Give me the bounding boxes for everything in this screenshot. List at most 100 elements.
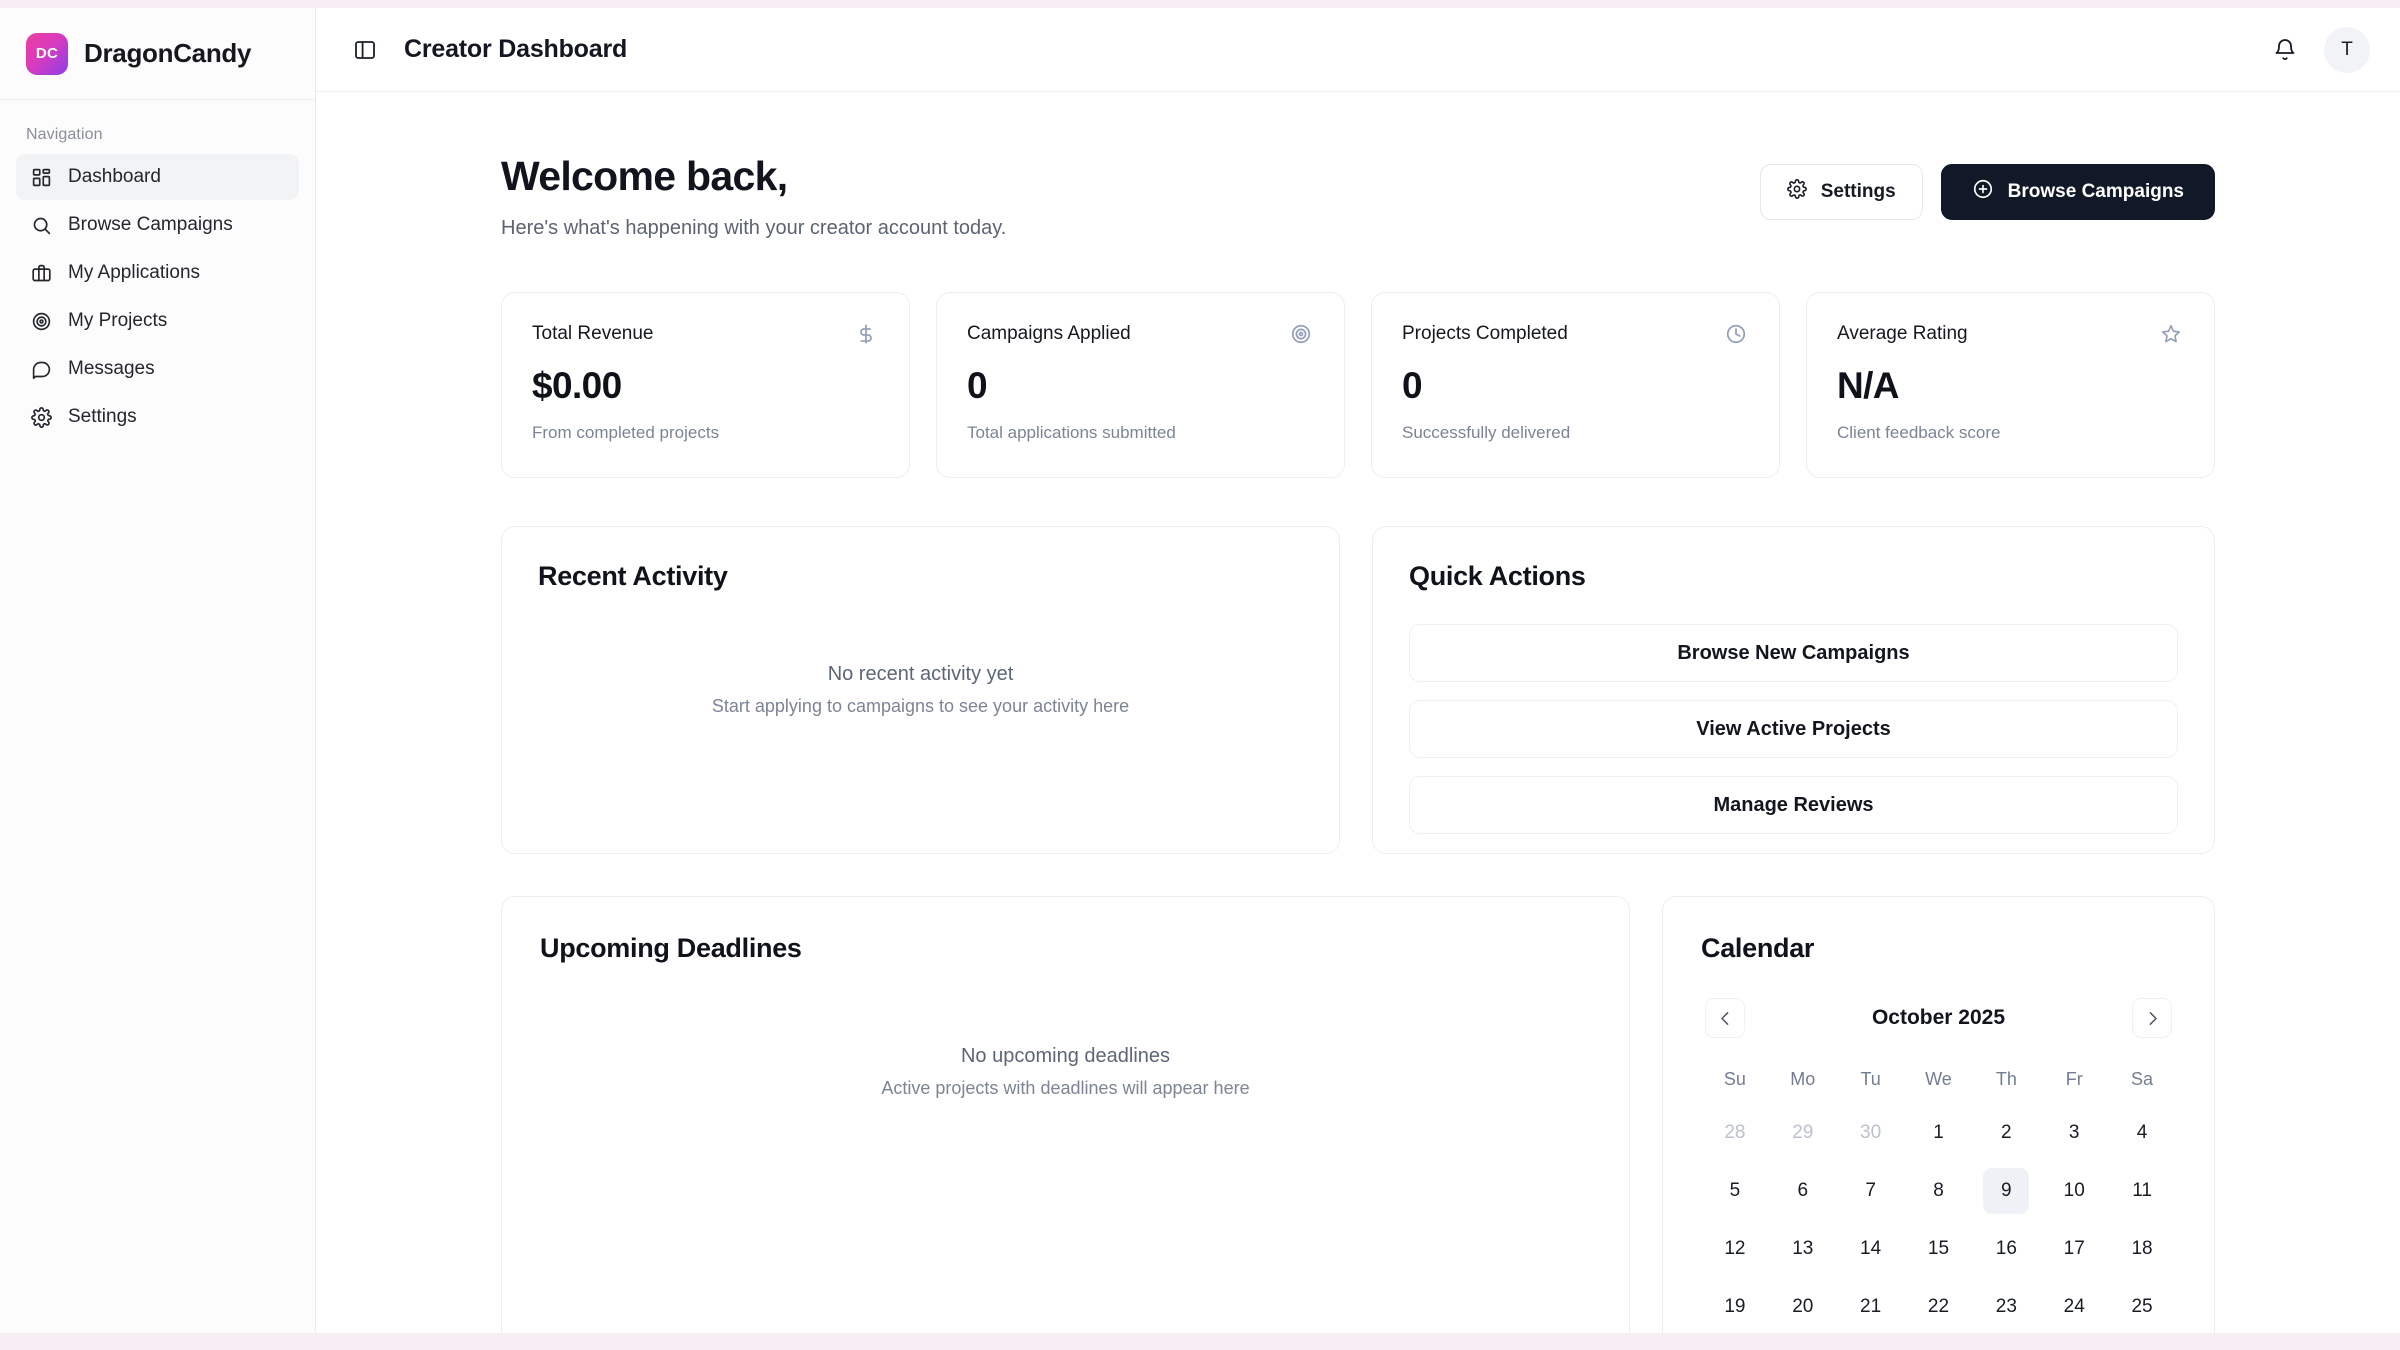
empty-subtitle: Start applying to campaigns to see your … xyxy=(711,696,1130,717)
sidebar-item-label: My Projects xyxy=(68,310,168,331)
calendar-dow: Mo xyxy=(1790,1068,1816,1089)
sidebar-item-my-projects[interactable]: My Projects xyxy=(16,298,299,344)
calendar-day[interactable]: 20 xyxy=(1792,1296,1814,1318)
stat-value: 0 xyxy=(967,365,988,407)
calendar-day[interactable]: 23 xyxy=(1995,1296,2017,1318)
calendar-day[interactable]: 4 xyxy=(2136,1122,2148,1144)
calendar-day[interactable]: 10 xyxy=(2063,1180,2085,1202)
calendar-day[interactable]: 29 xyxy=(1792,1122,1814,1144)
sidebar-item-label: My Applications xyxy=(68,262,201,283)
calendar-day[interactable]: 12 xyxy=(1724,1238,1746,1260)
quick-action-manage-reviews[interactable]: Manage Reviews xyxy=(1409,776,2178,835)
calendar-day[interactable]: 28 xyxy=(1724,1122,1746,1144)
chevron-left-icon[interactable] xyxy=(1705,998,1745,1039)
upcoming-deadlines-card: Upcoming Deadlines No upcoming deadlines… xyxy=(501,896,1630,1333)
brand-header[interactable]: DC DragonCandy xyxy=(0,8,315,100)
main-area: Creator Dashboard T Welcome back, xyxy=(316,8,2400,1333)
stat-value: 0 xyxy=(1402,365,1423,407)
star-icon xyxy=(2158,321,2184,347)
calendar-nav: October 2025 xyxy=(1701,998,2176,1039)
chat-icon xyxy=(30,358,52,380)
calendar-day[interactable]: 15 xyxy=(1927,1238,1950,1260)
calendar-day[interactable]: 11 xyxy=(2132,1180,2152,1202)
stat-value: $0.00 xyxy=(532,365,622,407)
chevron-right-icon[interactable] xyxy=(2132,998,2172,1039)
plus-circle-icon xyxy=(1972,178,1994,206)
deadlines-empty-state: No upcoming deadlines Active projects wi… xyxy=(540,1045,1591,1099)
stat-value: N/A xyxy=(1837,365,1900,407)
calendar-day-today[interactable]: 9 xyxy=(1972,1162,2040,1220)
calendar-day[interactable]: 17 xyxy=(2063,1238,2085,1260)
calendar-card: Calendar October 2025 xyxy=(1662,896,2215,1333)
calendar-day[interactable]: 6 xyxy=(1797,1180,1809,1202)
search-icon xyxy=(30,214,52,236)
dollar-icon xyxy=(853,321,879,347)
calendar-grid: Su Mo Tu We Th Fr Sa 28 29 30 1 2 xyxy=(1701,1054,2176,1333)
calendar-day[interactable]: 16 xyxy=(1995,1238,2017,1260)
brand-name: DragonCandy xyxy=(84,38,252,68)
settings-button-label: Settings xyxy=(1820,181,1896,202)
sidebar-item-label: Messages xyxy=(68,358,155,379)
calendar-title: Calendar xyxy=(1701,933,1815,964)
stat-sub: Total applications submitted xyxy=(967,423,1176,443)
calendar-day[interactable]: 14 xyxy=(1860,1238,1882,1260)
calendar-day[interactable]: 19 xyxy=(1724,1296,1746,1318)
recent-activity-title: Recent Activity xyxy=(538,561,728,592)
calendar-dow: We xyxy=(1925,1068,1952,1089)
calendar-day[interactable]: 21 xyxy=(1860,1296,1882,1318)
sidebar-item-settings[interactable]: Settings xyxy=(16,394,299,440)
stat-sub: Client feedback score xyxy=(1837,423,2001,443)
grid-icon xyxy=(30,166,52,188)
welcome-subtitle: Here's what's happening with your creato… xyxy=(501,217,1007,240)
gear-icon xyxy=(30,406,52,428)
welcome-title: Welcome back, xyxy=(501,153,788,199)
dashboard-content: Welcome back, Here's what's happening wi… xyxy=(316,92,2400,1333)
sidebar-item-messages[interactable]: Messages xyxy=(16,346,299,392)
calendar-day[interactable]: 1 xyxy=(1933,1122,1944,1144)
settings-button[interactable]: Settings xyxy=(1759,164,1923,220)
calendar-day[interactable]: 2 xyxy=(2001,1122,2012,1144)
calendar-day[interactable]: 7 xyxy=(1865,1180,1876,1202)
sidebar-item-browse-campaigns[interactable]: Browse Campaigns xyxy=(16,202,299,248)
quick-action-view-active-projects[interactable]: View Active Projects xyxy=(1409,700,2178,759)
briefcase-icon xyxy=(30,262,52,284)
empty-title: No recent activity yet xyxy=(827,663,1014,686)
stat-label: Total Revenue xyxy=(532,323,654,345)
nav-section-label: Navigation xyxy=(26,126,103,143)
calendar-day[interactable]: 18 xyxy=(2131,1238,2153,1260)
calendar-day[interactable]: 30 xyxy=(1860,1122,1882,1144)
browse-campaigns-button[interactable]: Browse Campaigns xyxy=(1940,164,2215,220)
topbar: Creator Dashboard T xyxy=(316,8,2400,92)
calendar-day[interactable]: 8 xyxy=(1933,1180,1944,1202)
bell-icon[interactable] xyxy=(2272,37,2298,63)
calendar-dow: Su xyxy=(1723,1068,1746,1089)
stat-sub: Successfully delivered xyxy=(1402,423,1571,443)
recent-activity-empty-state: No recent activity yet Start applying to… xyxy=(502,663,1339,717)
panel-left-icon[interactable] xyxy=(352,37,378,63)
quick-action-browse-new-campaigns[interactable]: Browse New Campaigns xyxy=(1409,624,2178,683)
bottom-row: Upcoming Deadlines No upcoming deadlines… xyxy=(501,896,2215,1333)
sidebar-item-label: Dashboard xyxy=(68,166,161,187)
calendar-dow: Sa xyxy=(2131,1068,2154,1089)
welcome-actions: Settings Browse Campaigns xyxy=(1759,154,2215,220)
sidebar-item-label: Browse Campaigns xyxy=(68,214,233,235)
calendar-day[interactable]: 3 xyxy=(2068,1122,2080,1144)
sidebar-item-my-applications[interactable]: My Applications xyxy=(16,250,299,296)
quick-actions-title: Quick Actions xyxy=(1409,561,1586,592)
welcome-section: Welcome back, Here's what's happening wi… xyxy=(501,153,2215,240)
calendar-day[interactable]: 13 xyxy=(1792,1238,1814,1260)
stats-grid: Total Revenue $0.00 From completed proje… xyxy=(501,292,2215,479)
avatar[interactable]: T xyxy=(2324,26,2370,73)
empty-subtitle: Active projects with deadlines will appe… xyxy=(881,1078,1250,1099)
calendar-day[interactable]: 24 xyxy=(2063,1296,2085,1318)
calendar-day[interactable]: 22 xyxy=(1927,1296,1950,1318)
stat-card-average-rating: Average Rating N/A Client feedback score xyxy=(1806,292,2215,479)
clock-icon xyxy=(1723,321,1749,347)
calendar-day[interactable]: 25 xyxy=(2131,1296,2153,1318)
logo-icon: DC xyxy=(26,32,68,75)
stat-card-projects-completed: Projects Completed 0 Successfully delive… xyxy=(1371,292,1780,479)
sidebar-item-dashboard[interactable]: Dashboard xyxy=(16,154,299,200)
calendar-day[interactable]: 5 xyxy=(1729,1180,1741,1202)
sidebar: DC DragonCandy Navigation Dashboard xyxy=(0,8,316,1333)
